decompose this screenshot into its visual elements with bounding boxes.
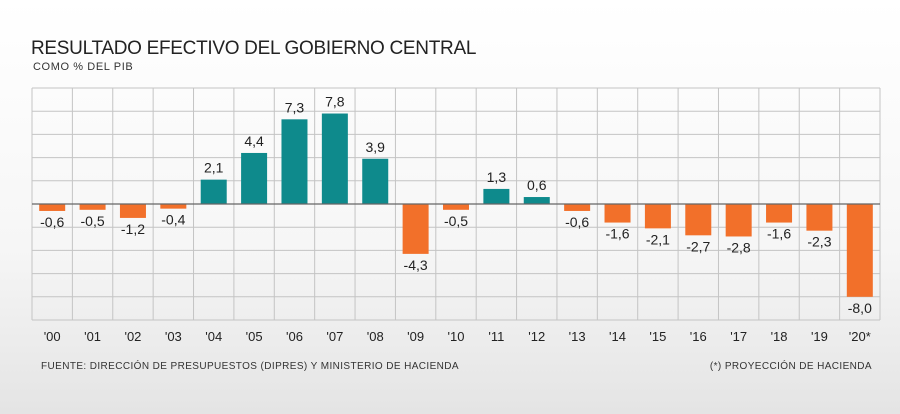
x-tick-label: '01 <box>84 329 101 344</box>
bar-value-label: 4,4 <box>244 133 264 149</box>
x-tick-label: '12 <box>528 329 545 344</box>
bar <box>119 204 146 218</box>
bar-value-label: -1,6 <box>605 226 629 242</box>
bar-value-label: -2,7 <box>686 238 710 254</box>
x-tick-label: '18 <box>771 329 788 344</box>
bar <box>160 204 187 209</box>
bar <box>523 197 550 204</box>
projection-note: (*) PROYECCIÓN DE HACIENDA <box>709 361 872 372</box>
bar <box>766 204 793 223</box>
bar-value-label: 3,9 <box>366 139 386 155</box>
bar <box>685 204 712 236</box>
x-tick-label: '08 <box>367 329 384 344</box>
x-tick-label: '13 <box>569 329 586 344</box>
bar <box>321 113 348 204</box>
x-tick-label: '20* <box>849 329 871 344</box>
bar-value-label: 1,3 <box>487 169 507 185</box>
bar-value-label: -2,8 <box>727 239 751 255</box>
bar <box>362 158 389 204</box>
x-tick-label: '14 <box>609 329 626 344</box>
bar <box>725 204 752 237</box>
source-note: FUENTE: DIRECCIÓN DE PRESUPUESTOS (DIPRE… <box>41 361 459 372</box>
bar-value-label: -1,2 <box>121 221 145 237</box>
x-tick-label: '02 <box>124 329 141 344</box>
bar-value-label: 7,3 <box>285 99 305 115</box>
x-tick-label: '10 <box>448 329 465 344</box>
bar <box>604 204 631 223</box>
bar <box>846 204 873 297</box>
bar-value-label: -4,3 <box>404 257 428 273</box>
x-tick-label: '04 <box>205 329 222 344</box>
bar <box>39 204 66 211</box>
bar <box>644 204 671 229</box>
bar-value-label: -1,6 <box>767 226 791 242</box>
bar <box>443 204 469 210</box>
bar <box>281 119 308 204</box>
bar <box>241 152 268 204</box>
bar-value-label: -8,0 <box>848 300 872 316</box>
bar-value-label: -0,5 <box>444 213 468 229</box>
x-tick-label: '11 <box>488 329 504 344</box>
x-tick-label: '19 <box>811 329 828 344</box>
x-tick-label: '06 <box>286 329 303 344</box>
bar-value-label: -0,6 <box>565 214 589 230</box>
bar-value-label: -2,3 <box>807 234 831 250</box>
bar <box>79 204 106 210</box>
x-tick-label: '07 <box>326 329 343 344</box>
x-tick-label: '05 <box>246 329 263 344</box>
bar <box>402 204 429 254</box>
x-tick-label: '03 <box>165 329 182 344</box>
x-tick-label: '15 <box>649 329 666 344</box>
bar <box>483 188 510 204</box>
bar-value-label: -0,6 <box>40 214 64 230</box>
bar-value-label: -0,5 <box>81 213 105 229</box>
bar-value-label: 2,1 <box>204 160 224 176</box>
x-tick-label: '17 <box>730 329 747 344</box>
bar-value-label: 7,8 <box>325 94 345 110</box>
bar-value-label: 0,6 <box>527 177 547 193</box>
chart-title: RESULTADO EFECTIVO DEL GOBIERNO CENTRAL <box>31 38 477 59</box>
chart-subtitle: COMO % DEL PIB <box>33 61 134 73</box>
bar <box>806 204 833 231</box>
x-tick-label: '00 <box>44 329 61 344</box>
bar-value-label: -2,1 <box>646 231 670 247</box>
x-tick-label: '09 <box>407 329 424 344</box>
bar <box>200 179 227 204</box>
x-tick-label: '16 <box>690 329 707 344</box>
bar-value-label: -0,4 <box>161 212 185 228</box>
bar <box>564 204 591 211</box>
